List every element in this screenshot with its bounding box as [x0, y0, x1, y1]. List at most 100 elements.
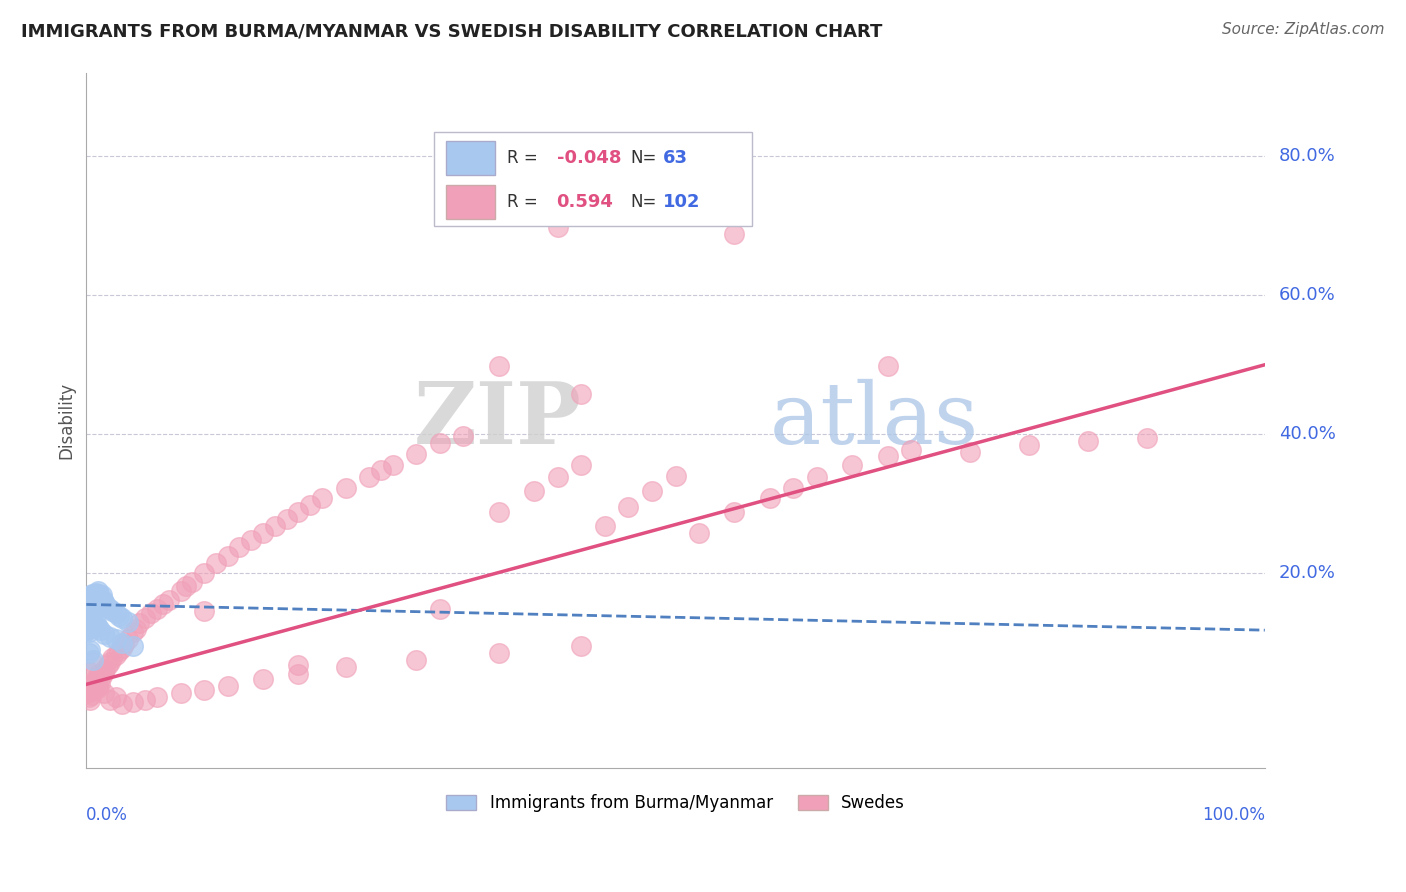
- Point: [86, 589, 108, 603]
- Point: [77, 690, 100, 704]
- Point: [82, 611, 104, 625]
- Point: [80, 618, 103, 632]
- Point: [217, 679, 239, 693]
- Point: [104, 632, 127, 647]
- Point: [641, 484, 664, 499]
- Text: Source: ZipAtlas.com: Source: ZipAtlas.com: [1222, 22, 1385, 37]
- Point: [169, 686, 191, 700]
- Point: [287, 505, 309, 519]
- Point: [122, 639, 145, 653]
- Point: [87, 583, 110, 598]
- Text: 100.0%: 100.0%: [1202, 805, 1265, 824]
- Point: [76, 598, 98, 612]
- Point: [82, 655, 104, 669]
- Point: [86, 594, 108, 608]
- Point: [193, 566, 215, 581]
- Point: [359, 470, 381, 484]
- Point: [523, 484, 546, 499]
- Point: [139, 607, 162, 621]
- Point: [83, 618, 105, 632]
- Text: atlas: atlas: [770, 379, 979, 462]
- Point: [193, 682, 215, 697]
- Point: [205, 556, 228, 570]
- Point: [169, 583, 191, 598]
- Point: [122, 695, 145, 709]
- FancyBboxPatch shape: [446, 141, 495, 176]
- Point: [80, 589, 103, 603]
- Point: [79, 592, 101, 607]
- Point: [77, 601, 100, 615]
- Point: [193, 604, 215, 618]
- Point: [93, 627, 115, 641]
- Point: [723, 227, 745, 242]
- Point: [98, 630, 121, 644]
- Point: [82, 591, 104, 605]
- Point: [86, 672, 108, 686]
- Point: [84, 585, 107, 599]
- Point: [104, 648, 127, 662]
- Point: [94, 598, 117, 612]
- Point: [181, 574, 204, 589]
- Point: [89, 667, 111, 681]
- Point: [82, 598, 104, 612]
- Point: [79, 692, 101, 706]
- Point: [79, 611, 101, 625]
- FancyBboxPatch shape: [446, 186, 495, 219]
- Point: [84, 591, 107, 605]
- Point: [841, 458, 863, 473]
- Point: [111, 635, 134, 649]
- Point: [146, 602, 169, 616]
- Point: [79, 602, 101, 616]
- Text: R =: R =: [508, 149, 537, 168]
- Point: [1018, 437, 1040, 451]
- Point: [176, 579, 198, 593]
- Point: [723, 505, 745, 519]
- Point: [252, 672, 274, 686]
- Point: [90, 669, 112, 683]
- Text: 0.594: 0.594: [557, 194, 613, 211]
- Point: [806, 470, 828, 484]
- Point: [89, 591, 111, 605]
- Point: [381, 458, 404, 473]
- Point: [76, 686, 98, 700]
- Point: [90, 589, 112, 603]
- Point: [82, 587, 104, 601]
- Point: [76, 623, 98, 637]
- Point: [82, 615, 104, 629]
- Point: [152, 598, 174, 612]
- Point: [876, 359, 898, 373]
- Point: [89, 677, 111, 691]
- Point: [488, 646, 510, 660]
- Point: [111, 641, 134, 656]
- FancyBboxPatch shape: [434, 132, 752, 226]
- Point: [77, 595, 100, 609]
- Point: [84, 616, 107, 631]
- Text: R =: R =: [508, 194, 537, 211]
- Point: [79, 665, 101, 679]
- Text: 60.0%: 60.0%: [1279, 286, 1336, 304]
- Point: [593, 519, 616, 533]
- Text: IMMIGRANTS FROM BURMA/MYANMAR VS SWEDISH DISABILITY CORRELATION CHART: IMMIGRANTS FROM BURMA/MYANMAR VS SWEDISH…: [21, 22, 883, 40]
- Point: [112, 637, 135, 651]
- Point: [876, 450, 898, 464]
- Point: [134, 692, 156, 706]
- Point: [76, 604, 98, 618]
- Point: [547, 470, 569, 484]
- Point: [79, 642, 101, 657]
- Point: [228, 540, 250, 554]
- Point: [125, 622, 148, 636]
- Point: [405, 447, 427, 461]
- Point: [688, 525, 710, 540]
- Point: [96, 657, 118, 672]
- Point: [157, 592, 180, 607]
- Text: ZIP: ZIP: [413, 378, 581, 462]
- Point: [94, 662, 117, 676]
- Point: [93, 595, 115, 609]
- Point: [82, 595, 104, 609]
- Point: [87, 679, 110, 693]
- Point: [111, 697, 134, 711]
- Point: [429, 435, 451, 450]
- Point: [122, 625, 145, 640]
- Point: [82, 592, 104, 607]
- Point: [80, 688, 103, 702]
